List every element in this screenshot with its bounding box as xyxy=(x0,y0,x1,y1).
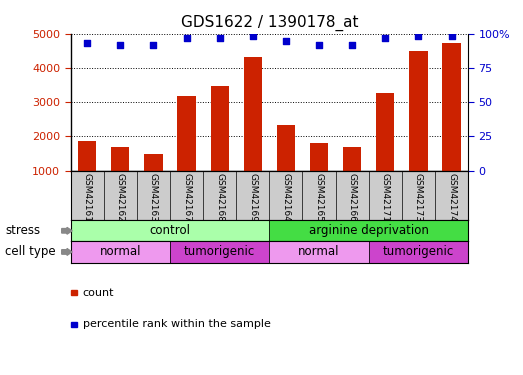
Bar xyxy=(310,144,328,171)
Text: control: control xyxy=(150,224,190,237)
Bar xyxy=(269,220,468,242)
Point xyxy=(248,33,257,39)
Text: cell type: cell type xyxy=(5,245,56,258)
Title: GDS1622 / 1390178_at: GDS1622 / 1390178_at xyxy=(180,15,358,31)
Text: GSM42163: GSM42163 xyxy=(149,173,158,222)
Bar xyxy=(343,147,361,171)
Point xyxy=(116,42,124,48)
Point xyxy=(414,33,423,39)
Text: GSM42171: GSM42171 xyxy=(381,173,390,222)
Point xyxy=(348,42,356,48)
Point xyxy=(315,42,323,48)
Point xyxy=(183,35,191,41)
Text: GSM42174: GSM42174 xyxy=(447,173,456,222)
Point xyxy=(83,40,92,46)
Bar xyxy=(410,51,427,171)
Text: tumorigenic: tumorigenic xyxy=(383,245,454,258)
Text: normal: normal xyxy=(298,245,340,258)
Point xyxy=(215,35,224,41)
Point xyxy=(149,42,157,48)
Point xyxy=(381,35,390,41)
Bar xyxy=(369,242,468,262)
Point xyxy=(447,33,456,39)
Bar xyxy=(277,125,295,171)
Bar xyxy=(144,154,163,171)
Point xyxy=(282,38,290,44)
Bar xyxy=(376,93,394,171)
Bar xyxy=(211,86,229,171)
Bar xyxy=(177,96,196,171)
Text: stress: stress xyxy=(5,224,40,237)
Text: percentile rank within the sample: percentile rank within the sample xyxy=(83,320,270,329)
Text: GSM42167: GSM42167 xyxy=(182,173,191,222)
Text: GSM42162: GSM42162 xyxy=(116,173,125,222)
Text: GSM42164: GSM42164 xyxy=(281,173,290,222)
Text: GSM42168: GSM42168 xyxy=(215,173,224,222)
Bar xyxy=(244,57,262,171)
Text: arginine deprivation: arginine deprivation xyxy=(309,224,429,237)
Text: count: count xyxy=(83,288,114,297)
Bar xyxy=(78,141,96,171)
Bar xyxy=(170,242,269,262)
Text: GSM42165: GSM42165 xyxy=(314,173,324,222)
Text: GSM42173: GSM42173 xyxy=(414,173,423,222)
Bar xyxy=(111,147,129,171)
Bar xyxy=(442,43,461,171)
Text: GSM42169: GSM42169 xyxy=(248,173,257,222)
Text: GSM42166: GSM42166 xyxy=(348,173,357,222)
Bar xyxy=(71,220,269,242)
Text: tumorigenic: tumorigenic xyxy=(184,245,255,258)
Bar xyxy=(269,242,369,262)
Text: normal: normal xyxy=(99,245,141,258)
Bar xyxy=(71,242,170,262)
Text: GSM42161: GSM42161 xyxy=(83,173,92,222)
